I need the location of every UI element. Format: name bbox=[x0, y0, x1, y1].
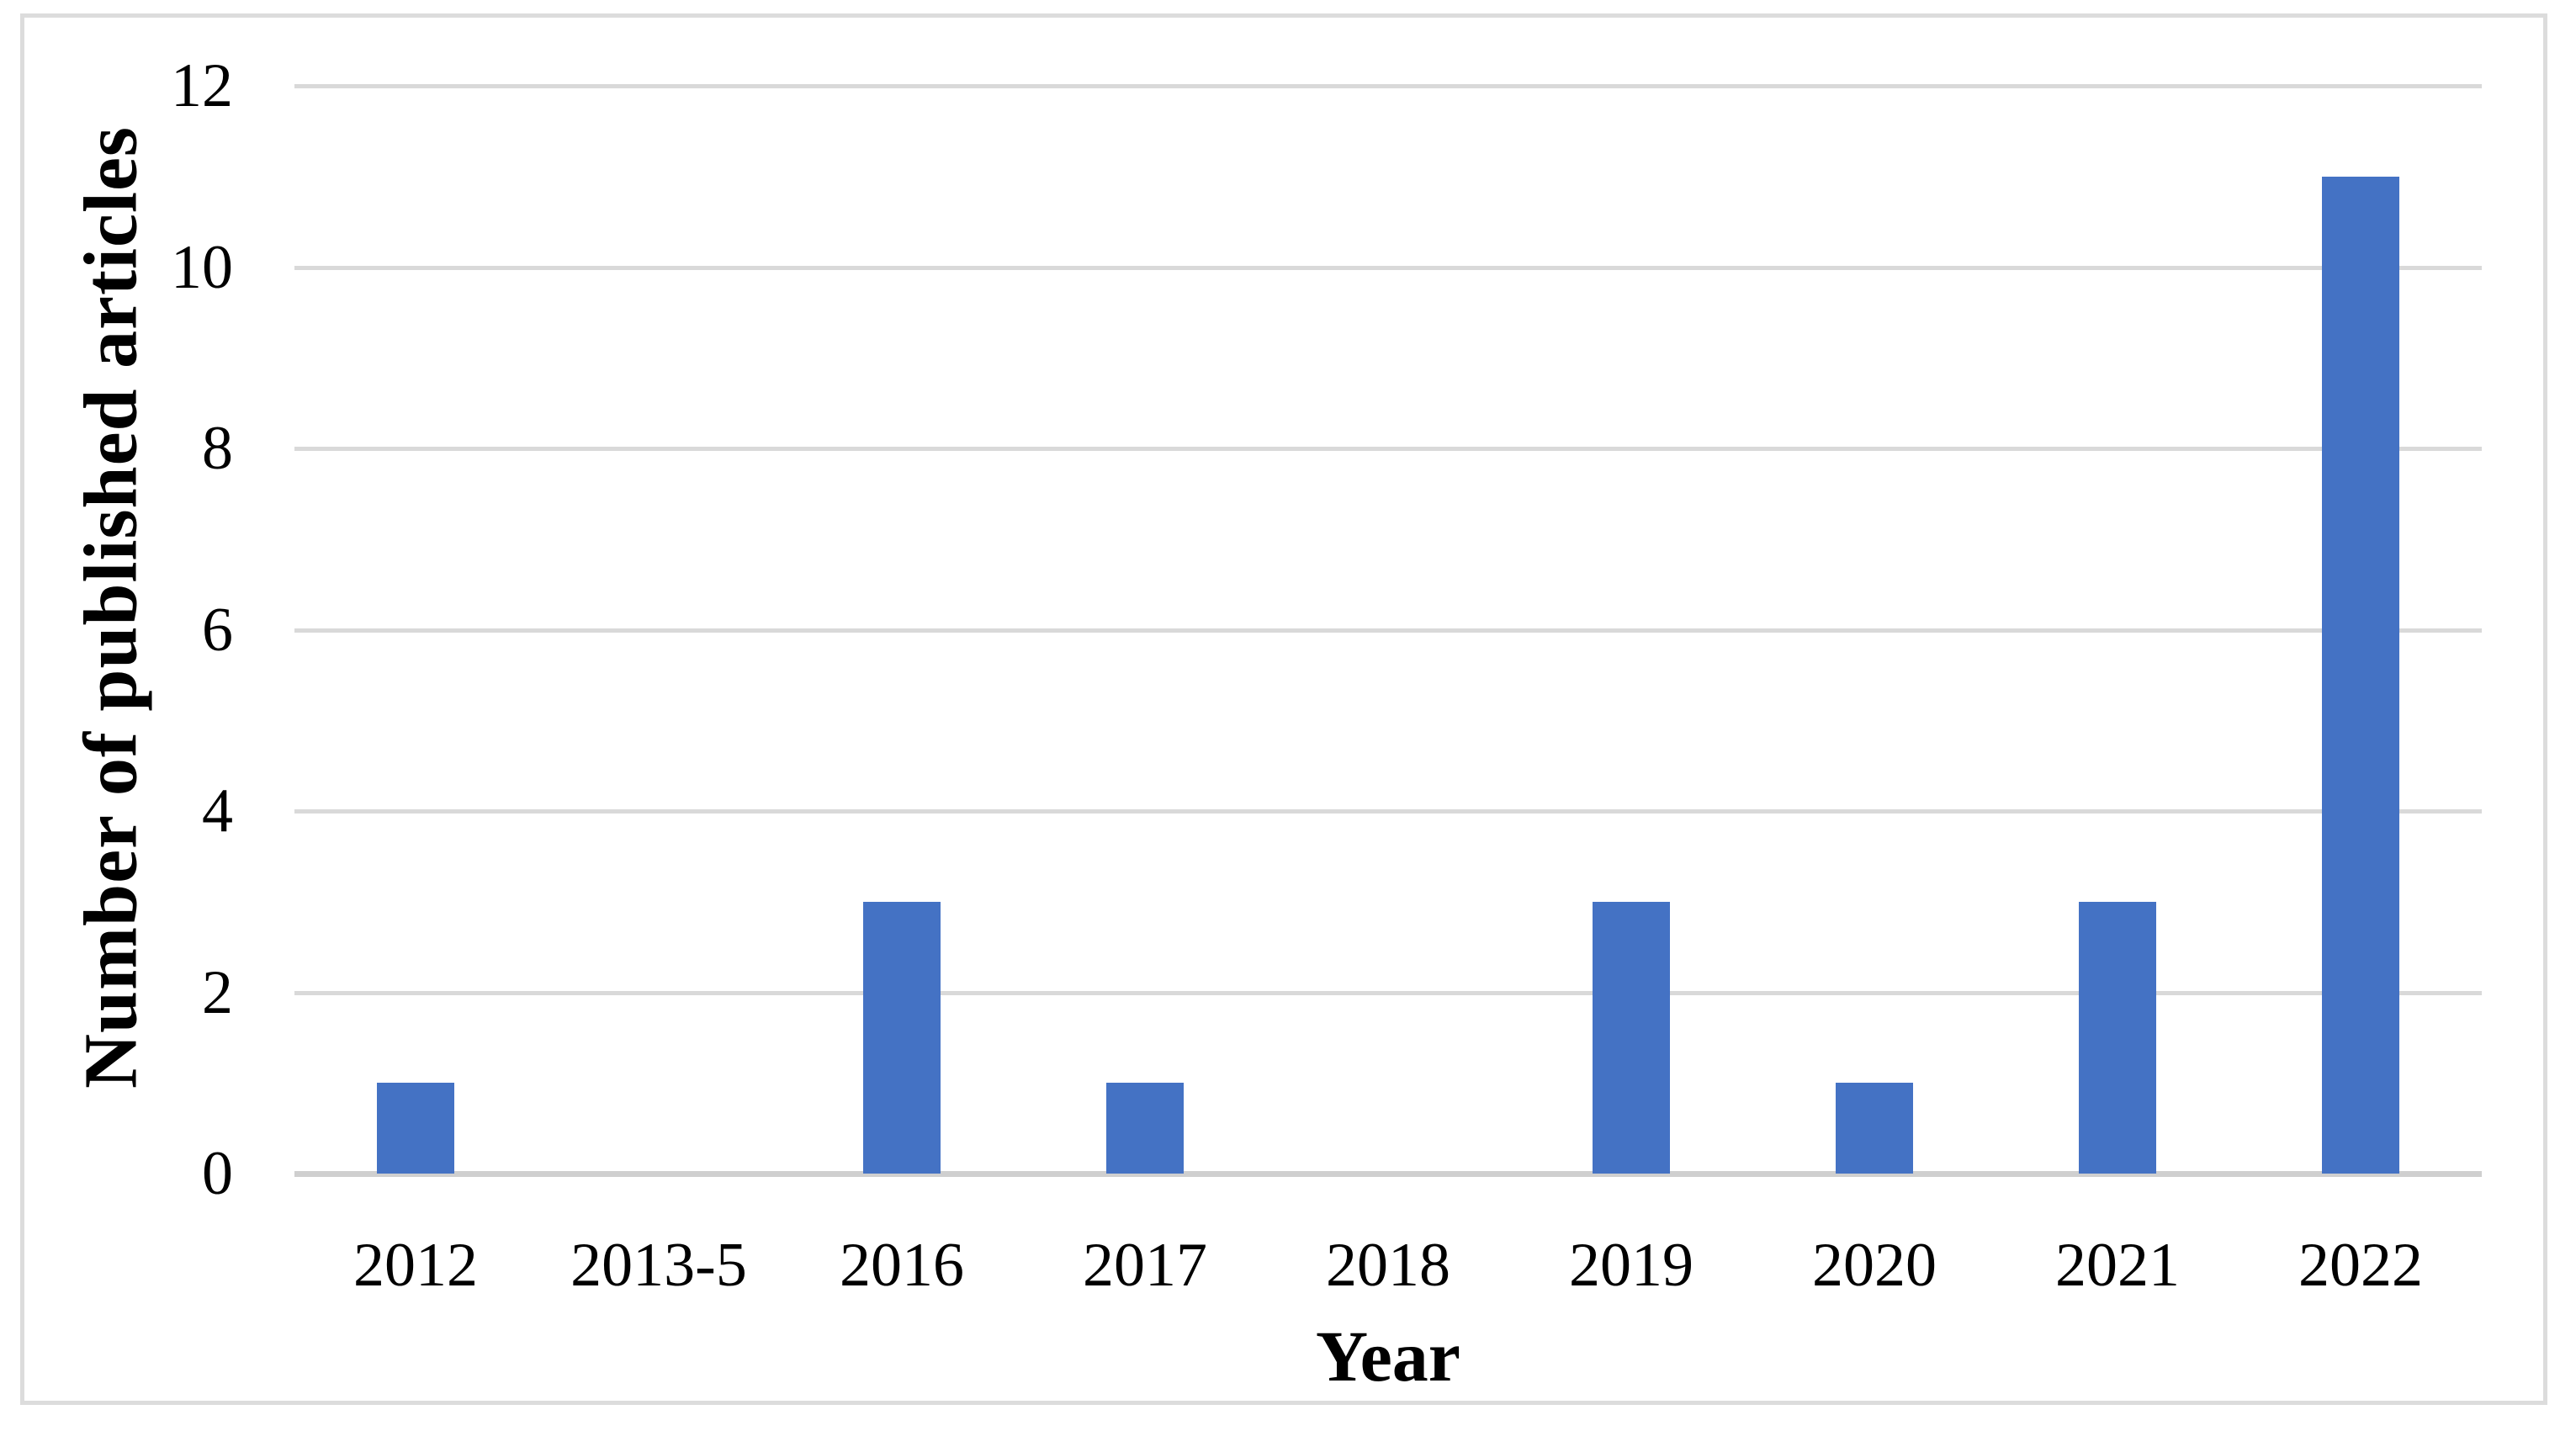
y-tick-label-2: 2 bbox=[202, 958, 233, 1027]
x-tick-label-2020: 2020 bbox=[1812, 1231, 1937, 1300]
x-tick-label-2018: 2018 bbox=[1326, 1231, 1450, 1300]
figure-border bbox=[20, 13, 2547, 1405]
x-tick-label-2022: 2022 bbox=[2298, 1231, 2423, 1300]
x-axis-title: Year bbox=[1316, 1316, 1460, 1397]
bar-2019 bbox=[1593, 902, 1670, 1174]
x-tick-label-2016: 2016 bbox=[840, 1231, 964, 1300]
x-tick-label-2019: 2019 bbox=[1569, 1231, 1693, 1300]
gridline-y-8 bbox=[294, 447, 2482, 451]
gridline-y-2 bbox=[294, 991, 2482, 995]
x-tick-label-2013-5: 2013-5 bbox=[570, 1231, 747, 1300]
gridline-y-10 bbox=[294, 266, 2482, 270]
bar-2012 bbox=[377, 1083, 454, 1174]
bar-2017 bbox=[1106, 1083, 1184, 1174]
y-tick-label-12: 12 bbox=[171, 51, 233, 120]
y-axis-title: Number of published articles bbox=[69, 126, 153, 1089]
y-tick-label-0: 0 bbox=[202, 1139, 233, 1208]
bar-2016 bbox=[863, 902, 941, 1174]
y-tick-label-10: 10 bbox=[171, 233, 233, 302]
gridline-y-4 bbox=[294, 809, 2482, 814]
gridline-y-6 bbox=[294, 628, 2482, 633]
gridline-y-12 bbox=[294, 84, 2482, 88]
y-tick-label-4: 4 bbox=[202, 776, 233, 845]
bar-2020 bbox=[1836, 1083, 1913, 1174]
x-tick-label-2012: 2012 bbox=[353, 1231, 478, 1300]
bar-2022 bbox=[2322, 177, 2399, 1174]
x-tick-label-2017: 2017 bbox=[1083, 1231, 1207, 1300]
y-tick-label-8: 8 bbox=[202, 414, 233, 483]
x-axis-line bbox=[294, 1171, 2482, 1177]
y-tick-label-6: 6 bbox=[202, 596, 233, 665]
x-tick-label-2021: 2021 bbox=[2055, 1231, 2180, 1300]
bar-2021 bbox=[2079, 902, 2156, 1174]
